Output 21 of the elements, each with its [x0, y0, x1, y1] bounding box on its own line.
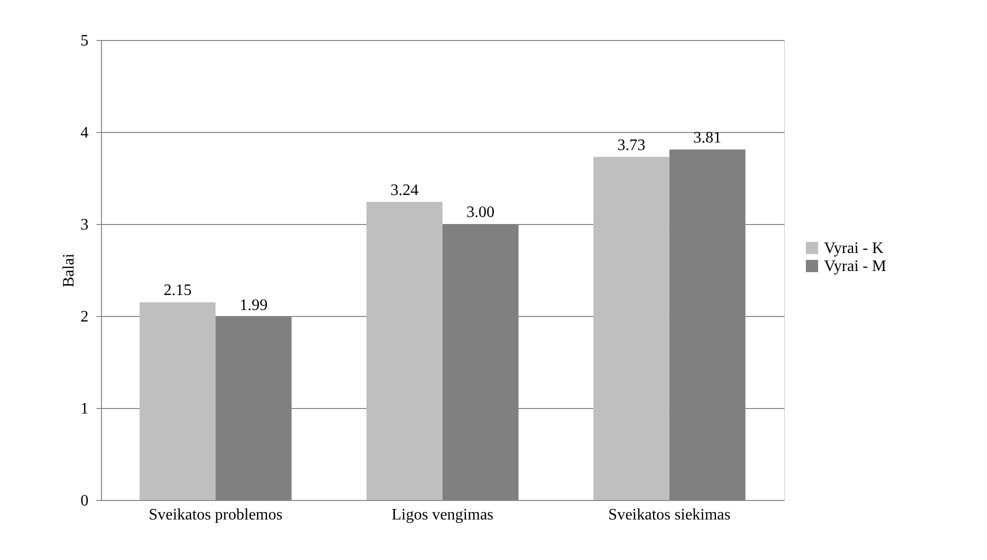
data-label: 3.73 — [617, 136, 646, 154]
bar — [366, 202, 442, 500]
data-label: 3.81 — [693, 129, 722, 146]
y-tick-label: 5 — [80, 32, 88, 50]
data-label: 3.00 — [466, 204, 495, 221]
y-tick-label: 1 — [80, 400, 88, 418]
y-tick-label: 2 — [80, 308, 88, 326]
legend-label: Vyrai - M — [824, 258, 886, 275]
legend-label: Vyrai - K — [824, 240, 884, 257]
bar — [140, 302, 216, 500]
data-label: 1.99 — [240, 296, 268, 314]
y-axis-title: Balai — [60, 253, 78, 288]
y-tick-label: 4 — [80, 124, 88, 142]
data-label: 2.15 — [164, 282, 192, 300]
x-tick-label: Ligos vengimas — [392, 506, 494, 524]
x-tick-label: Sveikatos problemos — [148, 506, 282, 524]
y-tick-label: 0 — [80, 492, 88, 510]
bar — [593, 156, 670, 500]
x-tick-label: Sveikatos siekimas — [608, 506, 731, 524]
data-label: 3.24 — [390, 182, 418, 199]
y-tick-label: 3 — [80, 216, 88, 234]
